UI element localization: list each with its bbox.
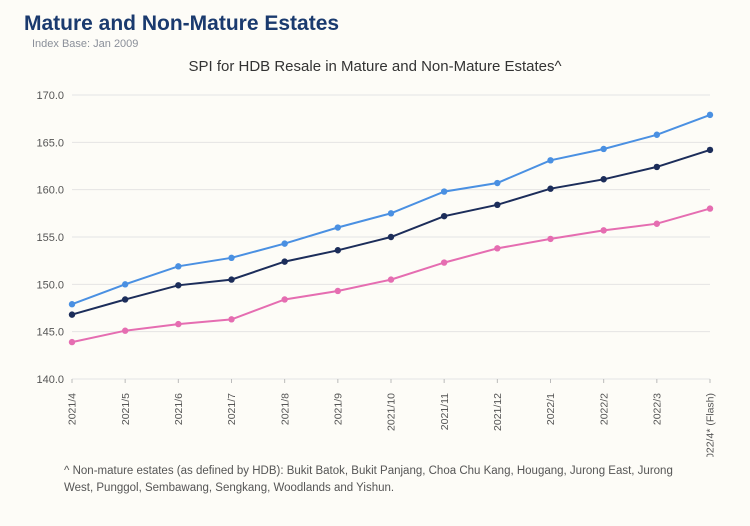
svg-text:165.0: 165.0 <box>36 137 64 149</box>
series-dot-mature <box>175 282 181 288</box>
series-dot-non-mature <box>388 276 394 282</box>
series-dot-overall <box>600 146 606 152</box>
svg-text:2021/8: 2021/8 <box>279 393 291 425</box>
series-dot-overall <box>441 188 447 194</box>
svg-text:2022/4* (Flash): 2022/4* (Flash) <box>705 393 717 457</box>
svg-text:2021/11: 2021/11 <box>439 393 451 430</box>
svg-text:2021/10: 2021/10 <box>386 393 398 431</box>
svg-text:2022/1: 2022/1 <box>545 393 557 425</box>
svg-text:2022/2: 2022/2 <box>598 393 610 425</box>
chart-svg: 140.0 145.0 150.0 155.0 160.0 165.0 170.0 2021/… <box>24 77 726 457</box>
series-dot-overall <box>175 263 181 269</box>
series-dot-mature <box>228 276 234 282</box>
series-dot-mature <box>441 213 447 219</box>
series-dot-non-mature <box>335 288 341 294</box>
series-dot-mature <box>494 202 500 208</box>
series-dot-overall <box>335 224 341 230</box>
series-dot-overall <box>69 301 75 307</box>
series-dot-non-mature <box>175 321 181 327</box>
svg-text:2021/12: 2021/12 <box>492 393 504 431</box>
svg-text:2022/3: 2022/3 <box>652 393 664 425</box>
series-dot-overall <box>707 112 713 118</box>
series-dot-mature <box>335 247 341 253</box>
series-dot-mature <box>707 147 713 153</box>
svg-text:2021/7: 2021/7 <box>226 393 238 425</box>
series-dot-overall <box>122 281 128 287</box>
series-dot-non-mature <box>228 316 234 322</box>
svg-text:2021/5: 2021/5 <box>120 393 132 425</box>
svg-text:2021/4: 2021/4 <box>67 393 79 425</box>
series-dot-overall <box>494 180 500 186</box>
page-root: Mature and Non-Mature Estates Index Base… <box>0 0 750 526</box>
series-dot-mature <box>281 258 287 264</box>
series-dot-overall <box>228 255 234 261</box>
series-dot-non-mature <box>600 227 606 233</box>
series-dot-mature <box>69 311 75 317</box>
line-chart: 140.0 145.0 150.0 155.0 160.0 165.0 170.0 2021/… <box>24 77 726 457</box>
series-dot-mature <box>122 296 128 302</box>
series-dot-non-mature <box>281 296 287 302</box>
series-dot-non-mature <box>547 236 553 242</box>
series-dot-non-mature <box>441 259 447 265</box>
series-dot-overall <box>388 210 394 216</box>
svg-text:145.0: 145.0 <box>36 327 64 339</box>
series-dot-mature <box>600 176 606 182</box>
page-title: Mature and Non-Mature Estates <box>24 12 726 36</box>
series-line-non-mature <box>72 209 710 343</box>
svg-text:170.0: 170.0 <box>36 90 64 102</box>
series-dot-overall <box>281 240 287 246</box>
series-dot-non-mature <box>654 221 660 227</box>
index-base-label: Index Base: Jan 2009 <box>32 38 726 50</box>
svg-text:140.0: 140.0 <box>36 374 64 386</box>
series-dot-non-mature <box>122 328 128 334</box>
series-dot-non-mature <box>707 205 713 211</box>
series-line-mature <box>72 150 710 315</box>
series-dot-non-mature <box>69 339 75 345</box>
svg-text:150.0: 150.0 <box>36 279 64 291</box>
series-dot-overall <box>547 157 553 163</box>
svg-text:2021/6: 2021/6 <box>173 393 185 425</box>
footnote: ^ Non-mature estates (as defined by HDB)… <box>64 463 686 496</box>
series-dot-mature <box>654 164 660 170</box>
series-dot-non-mature <box>494 245 500 251</box>
series-dot-overall <box>654 132 660 138</box>
svg-text:160.0: 160.0 <box>36 185 64 197</box>
svg-text:2021/9: 2021/9 <box>333 393 345 425</box>
series-dot-mature <box>547 186 553 192</box>
chart-title: SPI for HDB Resale in Mature and Non-Mat… <box>24 58 726 75</box>
series-dot-mature <box>388 234 394 240</box>
series-line-overall <box>72 115 710 304</box>
svg-text:155.0: 155.0 <box>36 232 64 244</box>
